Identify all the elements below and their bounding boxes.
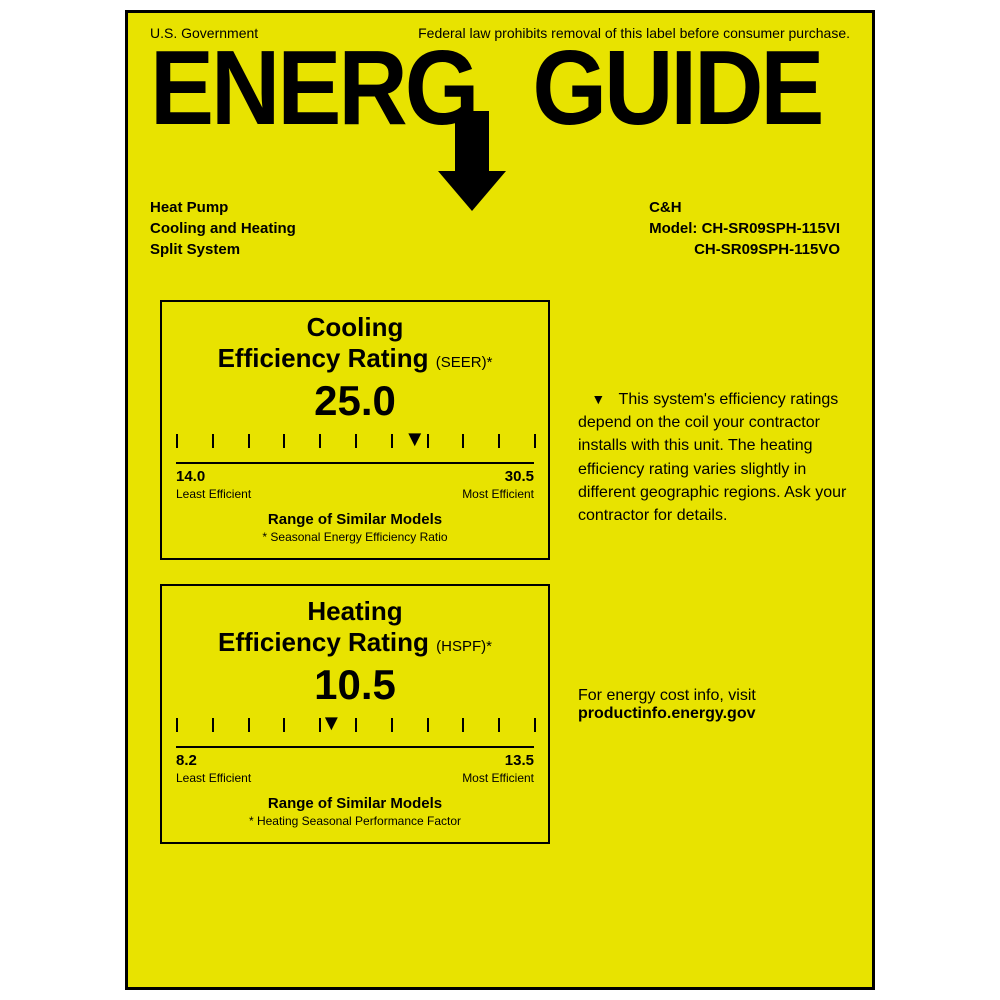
scale-tick	[283, 718, 285, 732]
cooling-title2: Efficiency Rating (SEER)*	[176, 343, 534, 374]
cooling-value: 25.0	[176, 380, 534, 422]
cooling-min: 14.0	[176, 468, 205, 485]
scale-tick	[319, 434, 321, 448]
model2: CH-SR09SPH-115VO	[649, 239, 840, 260]
scale-tick	[427, 434, 429, 448]
link-pre: For energy cost info, visit	[578, 687, 756, 704]
heating-scale: 8.2 13.5 Least Efficient Most Efficient …	[176, 732, 534, 828]
cooling-least: Least Efficient	[176, 487, 251, 501]
scale-tick	[319, 718, 321, 732]
scale-tick	[283, 434, 285, 448]
heating-scale-line	[176, 746, 534, 748]
page: U.S. Government Federal law prohibits re…	[0, 0, 1000, 1000]
triangle-bullet-icon: ▼	[591, 391, 605, 407]
scale-tick	[498, 434, 500, 448]
cooling-scale: 14.0 30.5 Least Efficient Most Efficient…	[176, 448, 534, 544]
heating-title1: Heating	[176, 596, 534, 627]
scale-tick	[176, 434, 178, 448]
scale-tick	[534, 434, 536, 448]
heating-most: Most Efficient	[462, 771, 534, 785]
heating-title2: Efficiency Rating (HSPF)*	[176, 627, 534, 658]
scale-tick	[355, 718, 357, 732]
logo-right: GUIDE	[532, 30, 821, 148]
scale-tick	[462, 718, 464, 732]
link-url: productinfo.energy.gov	[578, 705, 755, 722]
cooling-max: 30.5	[505, 468, 534, 485]
cooling-footnote: * Seasonal Energy Efficiency Ratio	[176, 530, 534, 544]
heating-acronym: (HSPF)*	[436, 638, 492, 655]
heating-value: 10.5	[176, 664, 534, 706]
heating-least: Least Efficient	[176, 771, 251, 785]
heating-footnote: * Heating Seasonal Performance Factor	[176, 814, 534, 828]
product-model: C&H Model: CH-SR09SPH-115VI CH-SR09SPH-1…	[649, 197, 840, 260]
scale-tick	[176, 718, 178, 732]
model1: CH-SR09SPH-115VI	[702, 220, 840, 237]
scale-tick	[391, 718, 393, 732]
heating-range-label: Range of Similar Models	[176, 795, 534, 812]
product-type: Heat Pump Cooling and Heating Split Syst…	[150, 197, 296, 260]
energyguide-label: U.S. Government Federal law prohibits re…	[125, 10, 875, 990]
product-line2: Cooling and Heating	[150, 218, 296, 239]
side-column: ▼ This system's efficiency ratings depen…	[550, 300, 850, 868]
heating-scale-labels: Least Efficient Most Efficient	[176, 771, 534, 785]
brand: C&H	[649, 197, 840, 218]
cooling-most: Most Efficient	[462, 487, 534, 501]
scale-tick	[212, 434, 214, 448]
scale-tick	[498, 718, 500, 732]
scale-tick	[427, 718, 429, 732]
cooling-scale-values: 14.0 30.5	[176, 468, 534, 485]
cooling-scale-labels: Least Efficient Most Efficient	[176, 487, 534, 501]
cooling-scale-line	[176, 462, 534, 464]
ratings-column: Cooling Efficiency Rating (SEER)* 25.0 ▼…	[160, 300, 550, 868]
cooling-ticks	[176, 448, 534, 462]
heating-scale-values: 8.2 13.5	[176, 752, 534, 769]
scale-tick	[212, 718, 214, 732]
product-line1: Heat Pump	[150, 197, 296, 218]
logo: ENERGGUIDE	[150, 41, 850, 161]
heating-ticks	[176, 732, 534, 746]
energy-link: For energy cost info, visit productinfo.…	[578, 687, 850, 723]
scale-tick	[248, 434, 250, 448]
cooling-acronym: (SEER)*	[436, 354, 493, 371]
scale-tick	[462, 434, 464, 448]
scale-tick	[391, 434, 393, 448]
heating-box: Heating Efficiency Rating (HSPF)* 10.5 ▼…	[160, 584, 550, 844]
logo-left: ENERG	[150, 30, 476, 148]
heating-min: 8.2	[176, 752, 197, 769]
cooling-box: Cooling Efficiency Rating (SEER)* 25.0 ▼…	[160, 300, 550, 560]
side-text: ▼ This system's efficiency ratings depen…	[578, 388, 850, 527]
side-body: This system's efficiency ratings depend …	[578, 391, 846, 524]
down-arrow-icon	[455, 111, 506, 211]
model-label: Model:	[649, 220, 697, 237]
product-line3: Split System	[150, 239, 296, 260]
heating-max: 13.5	[505, 752, 534, 769]
cooling-title1: Cooling	[176, 312, 534, 343]
scale-tick	[248, 718, 250, 732]
scale-tick	[534, 718, 536, 732]
main-content: Cooling Efficiency Rating (SEER)* 25.0 ▼…	[150, 300, 850, 868]
scale-tick	[355, 434, 357, 448]
cooling-range-label: Range of Similar Models	[176, 511, 534, 528]
